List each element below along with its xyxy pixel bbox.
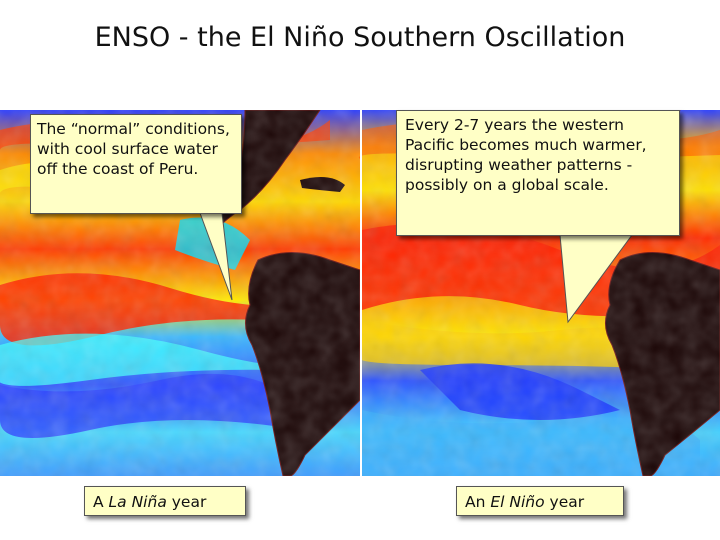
caption-italic: El Niño: [490, 493, 545, 511]
caption-prefix: An: [465, 493, 491, 511]
caption-prefix: A: [93, 493, 109, 511]
caption-suffix: year: [544, 493, 585, 511]
la-nina-caption: A La Niña year: [84, 486, 246, 516]
slide-title: ENSO - the El Niño Southern Oscillation: [94, 22, 626, 53]
caption-suffix: year: [166, 493, 207, 511]
el-nino-callout: Every 2-7 years the western Pacific beco…: [396, 110, 680, 236]
caption-italic: La Niña: [108, 493, 167, 511]
el-nino-caption: An El Niño year: [456, 486, 624, 516]
la-nina-callout: The “normal” conditions, with cool surfa…: [30, 114, 242, 214]
